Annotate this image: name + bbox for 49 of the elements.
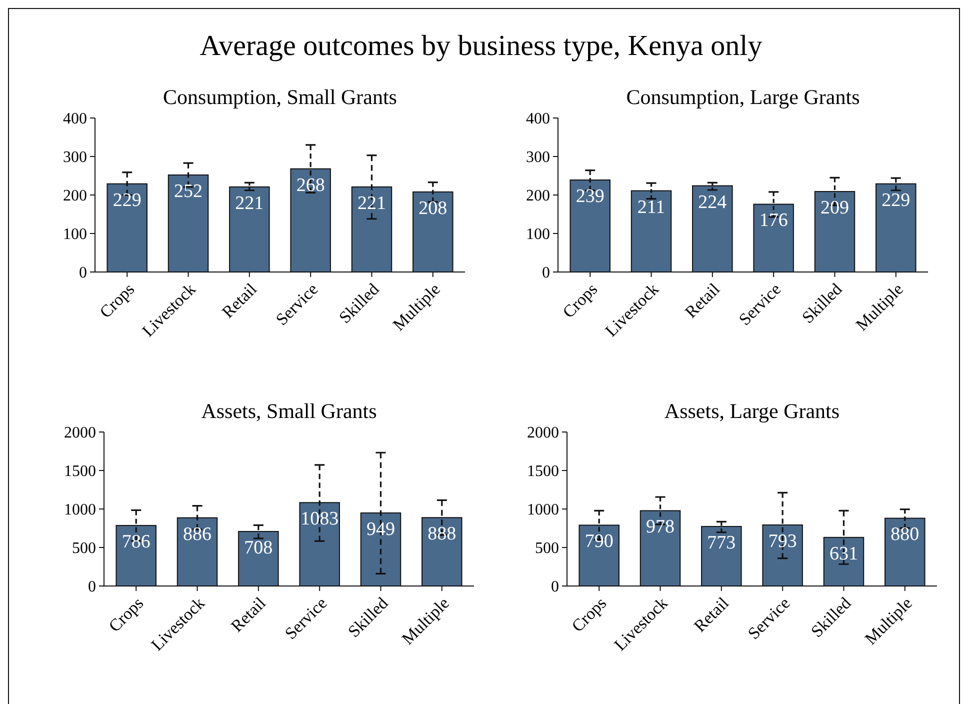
y-tick-label: 400 [63, 110, 87, 128]
data-label: 773 [707, 532, 736, 554]
y-tick-label: 1500 [64, 463, 96, 480]
data-label: 208 [418, 198, 448, 219]
chart-title: Assets, Small Grants [201, 399, 377, 423]
data-label: 793 [768, 530, 797, 552]
y-tick-label: 0 [542, 264, 550, 282]
data-label: 211 [637, 196, 666, 218]
y-tick-label: 0 [79, 264, 87, 282]
y-tick-label: 0 [551, 578, 559, 596]
data-label: 790 [584, 531, 614, 552]
data-label: 888 [428, 524, 456, 545]
data-label: 224 [698, 192, 728, 213]
data-label: 229 [882, 190, 910, 211]
y-tick-label: 500 [535, 540, 559, 558]
data-label: 176 [759, 210, 788, 232]
data-label: 221 [357, 192, 386, 214]
data-label: 229 [112, 190, 142, 211]
y-tick-label: 100 [63, 226, 87, 244]
y-tick-label: 1500 [527, 463, 559, 480]
data-label: 886 [183, 524, 212, 545]
y-tick-label: 300 [526, 149, 550, 166]
y-tick-label: 1000 [527, 502, 559, 519]
data-label: 949 [366, 518, 395, 540]
data-label: 631 [829, 543, 858, 564]
chart-title: Assets, Large Grants [664, 399, 840, 423]
y-tick-label: 200 [63, 188, 87, 205]
data-label: 268 [296, 174, 325, 196]
data-label: 221 [235, 192, 264, 214]
y-tick-label: 1000 [64, 502, 96, 519]
y-tick-label: 200 [526, 188, 550, 205]
y-tick-label: 2000 [64, 424, 96, 442]
data-label: 252 [174, 180, 203, 202]
data-label: 239 [576, 186, 604, 207]
y-tick-label: 0 [88, 578, 96, 596]
chart-title: Consumption, Small Grants [163, 85, 397, 109]
text: Average outcomes by business type, Kenya only [200, 30, 763, 62]
y-tick-label: 500 [72, 540, 96, 558]
chart-title: Consumption, Large Grants [626, 85, 860, 109]
data-label: 1083 [300, 508, 339, 530]
y-tick-label: 2000 [527, 424, 559, 442]
data-label: 978 [646, 516, 675, 538]
data-label: 209 [820, 198, 849, 219]
y-tick-label: 300 [63, 149, 87, 166]
y-tick-label: 400 [526, 110, 550, 128]
data-label: 786 [122, 531, 150, 552]
y-tick-label: 100 [526, 226, 550, 244]
data-label: 880 [890, 524, 920, 546]
data-label: 708 [244, 537, 273, 558]
